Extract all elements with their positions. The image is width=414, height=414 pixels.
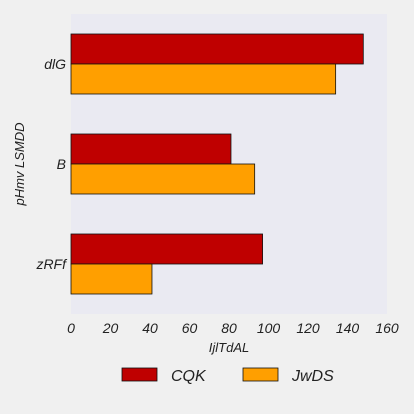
y-tick-label-B: B bbox=[57, 156, 66, 172]
legend: CQK JwDS bbox=[121, 367, 334, 385]
x-tick-label-40: 40 bbox=[142, 320, 158, 336]
x-tick-label-60: 60 bbox=[182, 320, 198, 336]
bar-CQK-zRFf bbox=[70, 233, 263, 265]
legend-swatch-CQK bbox=[121, 367, 158, 382]
x-tick-label-100: 100 bbox=[257, 320, 281, 336]
x-tick-labels: 0 20 40 60 80 100 120 140 160 bbox=[67, 320, 399, 336]
x-tick-label-120: 120 bbox=[296, 320, 320, 336]
bar-JwDS-zRFf bbox=[70, 263, 153, 295]
legend-swatch-JwDS bbox=[242, 367, 279, 382]
y-axis-label: pHmv LSMDD bbox=[12, 122, 27, 206]
bar-CQK-B bbox=[70, 133, 232, 165]
x-tick-label-80: 80 bbox=[221, 320, 237, 336]
x-tick-label-20: 20 bbox=[102, 320, 119, 336]
legend-label-JwDS: JwDS bbox=[291, 368, 334, 385]
bar-JwDS-B bbox=[70, 163, 256, 195]
x-tick-label-160: 160 bbox=[375, 320, 399, 336]
bars-group bbox=[70, 33, 364, 295]
y-tick-label-dlG: dlG bbox=[44, 56, 66, 72]
bar-CQK-dlG bbox=[70, 33, 364, 65]
x-tick-label-0: 0 bbox=[67, 320, 75, 336]
x-axis-label: IjlTdAL bbox=[209, 340, 249, 355]
x-tick-label-140: 140 bbox=[336, 320, 360, 336]
bar-JwDS-dlG bbox=[70, 63, 337, 95]
y-tick-label-zRFf: zRFf bbox=[35, 256, 68, 272]
legend-label-CQK: CQK bbox=[171, 368, 207, 385]
